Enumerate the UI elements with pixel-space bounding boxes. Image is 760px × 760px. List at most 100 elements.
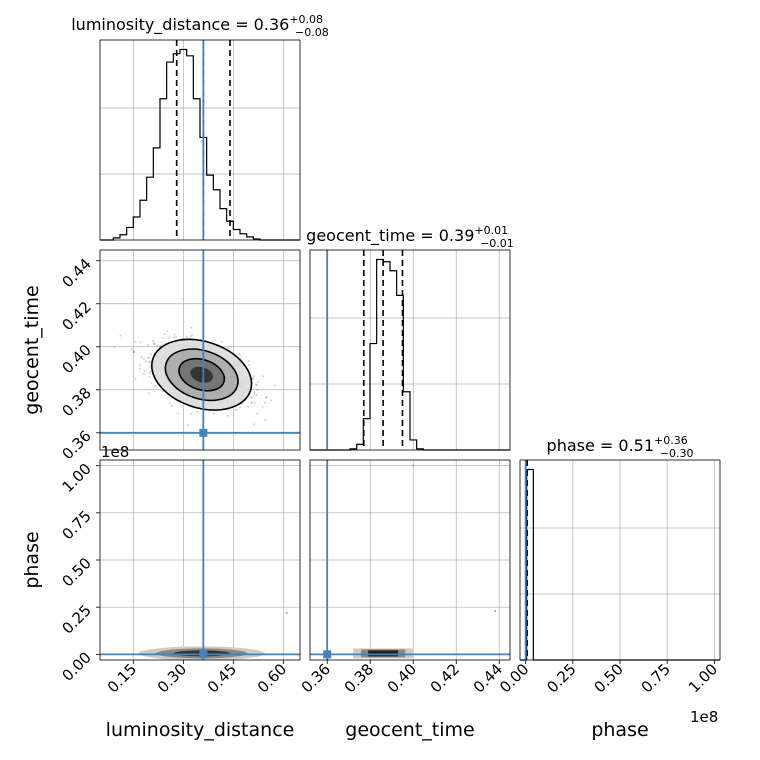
sample-point: [134, 340, 137, 343]
sample-point: [142, 372, 145, 375]
sample-point: [255, 384, 258, 387]
sample-point: [250, 395, 253, 398]
x-tick-label: 0.00: [496, 660, 532, 696]
sample-point: [196, 410, 199, 413]
panel-frame: [309, 459, 511, 661]
sample-point: [250, 396, 253, 399]
sample-point: [168, 402, 171, 405]
sample-point: [138, 367, 141, 370]
x-tick-label: 0.42: [427, 660, 463, 696]
x-tick-label: 0.30: [154, 660, 190, 696]
sample-point: [153, 341, 156, 344]
sample-point: [134, 378, 137, 381]
sample-point: [250, 402, 253, 405]
sample-point: [248, 364, 251, 367]
sample-point: [253, 423, 256, 426]
sample-point: [148, 361, 151, 364]
sample-point: [139, 341, 142, 344]
offset-label-phase-y: 1e8: [101, 443, 129, 461]
sample-point: [412, 464, 415, 467]
sample-point: [264, 418, 267, 421]
sample-point: [255, 383, 258, 386]
panel-frame: [309, 249, 511, 451]
sample-point: [143, 369, 146, 372]
y-tick-label: 0.75: [58, 507, 94, 543]
sample-point: [191, 334, 194, 337]
sample-point: [185, 335, 188, 338]
panel-content: [100, 460, 300, 660]
y-tick-label: 0.44: [58, 255, 94, 291]
sample-point: [252, 375, 255, 378]
sample-point: [151, 339, 154, 342]
x-tick-label: 0.36: [298, 660, 334, 696]
sample-point: [227, 346, 230, 349]
contour-line: [164, 348, 239, 402]
sample-point: [247, 405, 250, 408]
panel-frame: [99, 39, 301, 241]
sample-point: [144, 360, 147, 363]
sample-point: [269, 399, 272, 402]
sample-point: [253, 401, 256, 404]
sample-point: [153, 343, 156, 346]
sample-point: [163, 332, 166, 335]
panel-0-0: [99, 39, 301, 241]
panel-content: [100, 250, 300, 450]
sample-point: [147, 343, 150, 346]
sample-point: [253, 391, 256, 394]
sample-point: [238, 406, 241, 409]
y-tick-label: 0.40: [58, 341, 94, 377]
title-geocent-time: geocent_time = 0.39+0.01 −0.01: [306, 224, 514, 250]
x-tick-label: 0.75: [638, 660, 674, 696]
sample-point: [148, 361, 151, 364]
title-luminosity-distance: luminosity_distance = 0.36+0.08 −0.08: [71, 13, 329, 39]
x-tick-label: 0.45: [204, 660, 240, 696]
sample-point: [235, 408, 238, 411]
sample-point: [150, 382, 153, 385]
sample-point: [160, 340, 163, 343]
xlabel-luminosity-distance: luminosity_distance: [106, 719, 295, 741]
sample-point: [274, 384, 277, 387]
sample-point: [264, 401, 267, 404]
xlabel-phase: phase: [591, 719, 648, 741]
sample-point: [147, 392, 150, 395]
sample-point: [190, 326, 193, 329]
x-tick-label: 0.38: [341, 660, 377, 696]
sample-point: [168, 336, 171, 339]
x-tick-label: 0.50: [590, 660, 626, 696]
x-tick-label: 0.60: [254, 660, 290, 696]
sample-point: [130, 348, 133, 351]
sample-point: [148, 356, 151, 359]
sample-point: [256, 388, 259, 391]
sample-point: [161, 336, 164, 339]
x-tick-label: 0.40: [384, 660, 420, 696]
sample-point: [150, 353, 153, 356]
sample-point: [146, 356, 149, 359]
sample-point: [238, 353, 241, 356]
sample-point: [140, 355, 143, 358]
sample-point: [143, 357, 146, 360]
panel-frame: [99, 249, 301, 451]
sample-point: [493, 609, 496, 612]
sample-point: [139, 363, 142, 366]
y-tick-label: 0.42: [58, 298, 94, 334]
sample-point: [133, 350, 136, 353]
sample-point: [132, 350, 135, 353]
xlabel-geocent-time: geocent_time: [345, 719, 474, 741]
sample-point: [187, 423, 190, 426]
sample-point: [119, 334, 122, 337]
contour-line: [150, 338, 253, 411]
sample-point: [112, 346, 115, 349]
panel-2-1: [309, 459, 511, 661]
sample-point: [148, 371, 151, 374]
sample-point: [173, 333, 176, 336]
sample-point: [189, 335, 192, 338]
sample-point: [190, 412, 193, 415]
sample-point: [152, 342, 155, 345]
panel-background: [100, 40, 300, 240]
sample-point: [256, 381, 259, 384]
y-tick-label: 0.36: [58, 427, 94, 463]
sample-point: [166, 330, 169, 333]
panel-1-0: [99, 249, 301, 451]
density-fill: [368, 650, 399, 657]
